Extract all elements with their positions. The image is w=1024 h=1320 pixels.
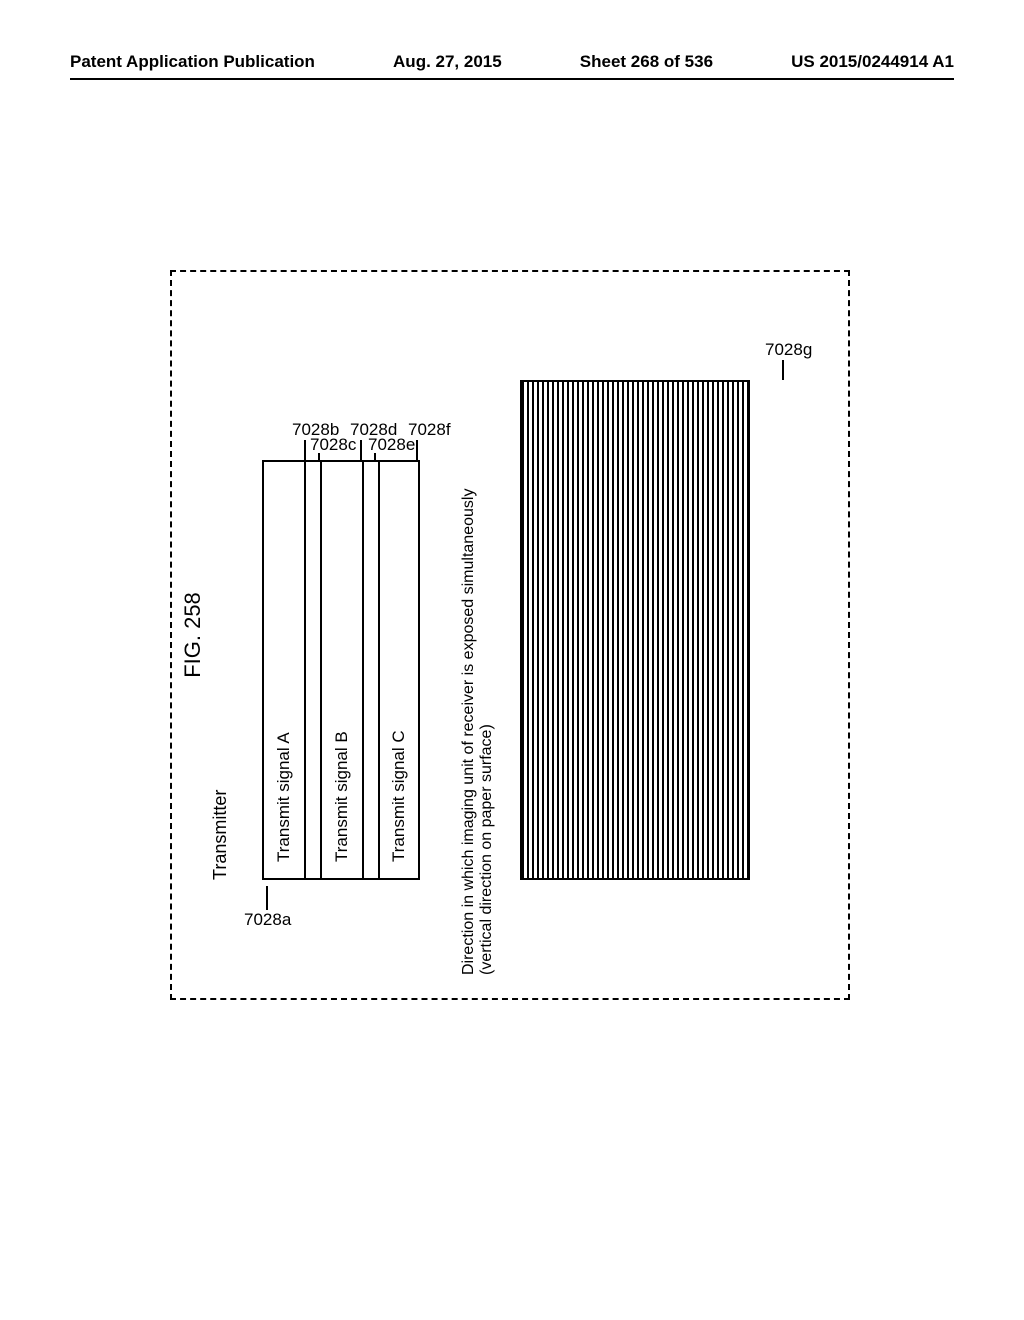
figure-rotated: FIG. 258 Transmitter Transmit signal A T… xyxy=(170,270,850,1000)
transmitter-label: Transmitter xyxy=(210,790,231,880)
ref-7028e-line xyxy=(374,453,376,462)
signal-row-b: Transmit signal B xyxy=(320,460,362,880)
figure-caption: FIG. 258 xyxy=(180,270,206,1000)
signal-row-a: Transmit signal A xyxy=(262,460,304,880)
header-rule xyxy=(70,78,954,80)
ref-7028c-line xyxy=(318,453,320,462)
ref-7028b-line xyxy=(304,440,306,460)
ref-7028g-line xyxy=(782,360,784,380)
direction-text: Direction in which imaging unit of recei… xyxy=(460,285,497,975)
header-sheet: Sheet 268 of 536 xyxy=(580,52,713,72)
ref-7028f: 7028f xyxy=(408,420,451,440)
signal-label: Transmit signal C xyxy=(389,730,409,862)
ref-7028f-line xyxy=(416,440,418,460)
direction-text-line2: (vertical direction on paper surface) xyxy=(478,724,495,975)
header-date: Aug. 27, 2015 xyxy=(393,52,502,72)
ref-7028d-line xyxy=(360,440,362,460)
direction-text-line1: Direction in which imaging unit of recei… xyxy=(460,489,477,975)
signal-label: Transmit signal A xyxy=(274,732,294,862)
header-pubno: US 2015/0244914 A1 xyxy=(791,52,954,72)
signal-row-c: Transmit signal C xyxy=(378,460,420,880)
signals-box: Transmit signal A Transmit signal B Tran… xyxy=(262,460,420,880)
ref-7028a: 7028a xyxy=(244,910,291,930)
ref-7028a-line xyxy=(266,886,268,910)
signal-label: Transmit signal B xyxy=(332,731,352,862)
header-left: Patent Application Publication xyxy=(70,52,315,72)
page: Patent Application Publication Aug. 27, … xyxy=(0,0,1024,1320)
figure-area: FIG. 258 Transmitter Transmit signal A T… xyxy=(170,270,850,1000)
page-header: Patent Application Publication Aug. 27, … xyxy=(0,52,1024,72)
signal-row-gap1 xyxy=(304,460,320,880)
signal-row-gap2 xyxy=(362,460,378,880)
ref-7028g: 7028g xyxy=(765,340,812,360)
striped-block xyxy=(520,380,750,880)
